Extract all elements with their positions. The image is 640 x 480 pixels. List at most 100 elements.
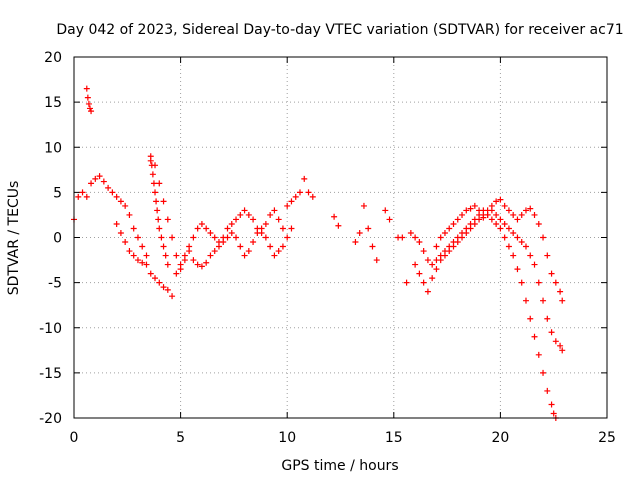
- data-point: [100, 178, 107, 185]
- data-point: [160, 198, 167, 205]
- data-point: [143, 261, 150, 268]
- data-point: [557, 342, 564, 349]
- data-point: [190, 257, 197, 264]
- series-trace-f: [412, 207, 566, 354]
- y-tick-label: 5: [53, 185, 62, 201]
- y-tick-label: -15: [39, 366, 62, 382]
- data-point: [552, 338, 559, 345]
- data-point: [459, 211, 466, 218]
- data-point: [365, 225, 372, 232]
- data-point: [420, 248, 427, 255]
- data-point: [467, 205, 474, 212]
- data-point: [126, 248, 133, 255]
- data-point: [557, 288, 564, 295]
- data-point: [203, 259, 210, 266]
- data-point: [250, 216, 257, 223]
- data-point: [203, 225, 210, 232]
- data-point: [356, 229, 363, 236]
- data-point: [154, 207, 161, 214]
- data-point: [147, 153, 154, 160]
- data-point: [441, 229, 448, 236]
- data-point: [258, 225, 265, 232]
- data-point: [296, 189, 303, 196]
- data-point: [152, 189, 159, 196]
- data-point: [149, 171, 156, 178]
- data-point: [88, 108, 95, 115]
- data-point: [412, 261, 419, 268]
- data-point: [433, 266, 440, 273]
- data-point: [96, 173, 103, 180]
- data-point: [279, 225, 286, 232]
- y-tick-label: -20: [39, 411, 62, 427]
- data-point: [198, 263, 205, 270]
- data-point: [79, 189, 86, 196]
- data-point: [284, 234, 291, 241]
- data-point: [158, 234, 165, 241]
- data-point: [173, 270, 180, 277]
- data-point: [505, 207, 512, 214]
- data-point: [463, 207, 470, 214]
- data-point: [548, 329, 555, 336]
- data-point: [559, 347, 566, 354]
- data-point: [527, 315, 534, 322]
- data-point: [484, 211, 491, 218]
- data-point: [446, 243, 453, 250]
- data-point: [113, 193, 120, 200]
- y-axis-label: SDTVAR / TECUs: [6, 181, 22, 296]
- data-point: [275, 248, 282, 255]
- data-point: [279, 243, 286, 250]
- data-point: [518, 279, 525, 286]
- grid-lines: [74, 57, 607, 418]
- x-axis-label: GPS time / hours: [281, 458, 398, 474]
- data-point: [437, 234, 444, 241]
- y-tick-label: 15: [44, 95, 62, 111]
- data-point: [331, 213, 338, 220]
- data-point: [75, 193, 82, 200]
- data-point: [228, 220, 235, 227]
- data-point: [493, 220, 500, 227]
- data-point: [130, 252, 137, 259]
- data-point: [233, 234, 240, 241]
- data-point: [522, 207, 529, 214]
- data-point: [514, 234, 521, 241]
- data-point: [454, 216, 461, 223]
- data-point: [527, 252, 534, 259]
- data-point: [497, 225, 504, 232]
- series-trace-e: [407, 196, 566, 304]
- data-point: [88, 180, 95, 187]
- data-point: [429, 275, 436, 282]
- data-point: [92, 175, 99, 182]
- x-tick-label: 5: [176, 430, 185, 446]
- series-trace-d: [331, 202, 410, 286]
- data-point: [459, 229, 466, 236]
- data-point: [241, 252, 248, 259]
- data-point: [152, 275, 159, 282]
- data-point: [160, 284, 167, 291]
- data-point: [305, 189, 312, 196]
- data-point: [412, 234, 419, 241]
- data-point: [169, 293, 176, 300]
- data-point: [514, 266, 521, 273]
- data-point: [493, 211, 500, 218]
- data-point: [241, 207, 248, 214]
- data-point: [552, 279, 559, 286]
- x-tick-label: 20: [491, 430, 509, 446]
- data-point: [416, 239, 423, 246]
- data-point: [424, 288, 431, 295]
- data-point: [535, 351, 542, 358]
- data-point: [441, 248, 448, 255]
- data-point: [169, 234, 176, 241]
- data-point: [522, 243, 529, 250]
- data-point: [164, 286, 171, 293]
- data-point: [211, 234, 218, 241]
- data-point: [471, 202, 478, 209]
- data-point: [117, 198, 124, 205]
- data-point: [162, 252, 169, 259]
- data-point: [437, 252, 444, 259]
- data-point: [177, 266, 184, 273]
- data-point: [544, 252, 551, 259]
- data-point: [233, 216, 240, 223]
- data-point: [155, 216, 162, 223]
- data-point: [237, 243, 244, 250]
